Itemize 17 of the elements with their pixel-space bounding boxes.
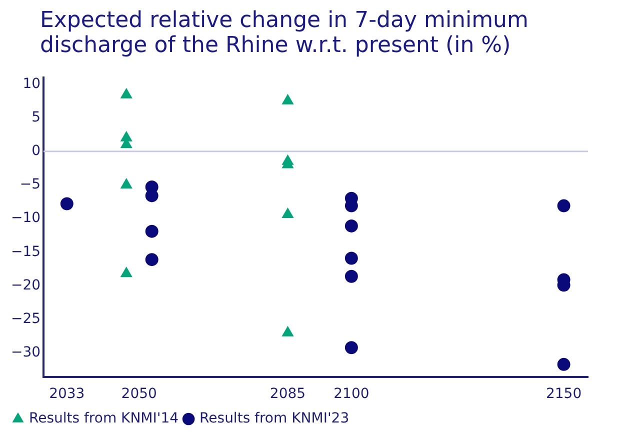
- y-tick-label: 0: [32, 142, 41, 159]
- y-tick-label: −25: [11, 311, 41, 328]
- y-tick-label: −30: [11, 344, 41, 361]
- x-tick-label: 2050: [121, 386, 157, 402]
- legend-label: Results from KNMI'23: [200, 410, 350, 427]
- y-tick-label: −5: [20, 176, 41, 193]
- y-tick-label: 5: [32, 109, 41, 126]
- legend-label: Results from KNMI'14: [29, 410, 179, 427]
- x-tick-label: 2100: [334, 386, 370, 402]
- y-tick-label: 10: [22, 76, 41, 92]
- y-tick-label: −20: [11, 277, 41, 294]
- x-tick-label: 2150: [546, 386, 582, 402]
- y-tick-label: −15: [11, 244, 41, 260]
- x-tick-label: 2085: [270, 386, 306, 402]
- y-tick-label: −10: [11, 210, 41, 226]
- x-tick-label: 2033: [49, 386, 85, 402]
- chart-title: Expected relative change in 7-day minimum discharge of the Rhine w.r.t. present (in %): [40, 8, 530, 58]
